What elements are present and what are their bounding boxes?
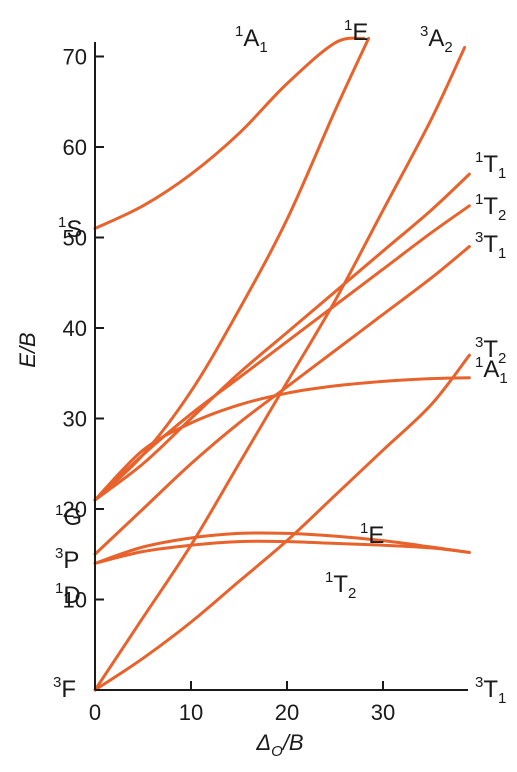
ticks: 0 10 20 30 10 20 30 40 50 60 70 [63, 45, 396, 726]
term-label-1t2-low: 1T2 [325, 569, 356, 602]
term-label-1g: 1G [55, 502, 82, 531]
term-label-3p: 3P [55, 545, 79, 574]
y-tick-label: 20 [63, 497, 87, 522]
series-9-1t2low [93, 539, 471, 565]
y-tick-label: 30 [63, 407, 87, 432]
x-tick-label: 0 [89, 700, 101, 725]
series-7-3t2 [93, 353, 471, 692]
series-4-1t2 [93, 204, 471, 502]
term-label-1e-low: 1E [360, 520, 384, 549]
x-tick-label: 30 [371, 700, 395, 725]
y-tick-label: 40 [63, 316, 87, 341]
term-label-1s: 1S [58, 214, 82, 243]
series-3-1t1 [93, 172, 471, 502]
series-6-1a1g [93, 376, 471, 502]
series-5-3t1p [93, 245, 471, 556]
y-axis-label: E/B [15, 332, 40, 367]
y-tick-label: 10 [63, 588, 87, 613]
term-label-1d: 1D [55, 580, 81, 609]
term-label-1t1: 1T1 [475, 149, 506, 182]
term-label-3t1-ground: 3T1 [475, 674, 506, 707]
y-tick-label: 70 [63, 45, 87, 70]
series-8-1elow [93, 531, 471, 565]
term-label-3t2: 3T2 [475, 334, 506, 367]
curves [93, 36, 471, 692]
term-label-3t1-upper: 3T1 [475, 229, 506, 262]
term-label-1t2-upper: 1T2 [475, 191, 506, 224]
x-tick-label: 10 [179, 700, 203, 725]
term-label-3f: 3F [53, 674, 76, 703]
x-tick-label: 20 [275, 700, 299, 725]
term-label-1e-top: 1E [344, 17, 368, 46]
axes [94, 42, 468, 691]
x-axis-label: ΔO/B [255, 730, 303, 760]
y-tick-label: 60 [63, 135, 87, 160]
series-2-3a2 [93, 45, 467, 692]
term-label-3a2-top: 3A2 [420, 23, 453, 56]
term-label-1a1-top: 1A1 [235, 23, 268, 56]
y-tick-label: 50 [63, 226, 87, 251]
series-0-1a1 [93, 36, 366, 230]
term-label-1a1-right: 1A1 [475, 354, 508, 387]
